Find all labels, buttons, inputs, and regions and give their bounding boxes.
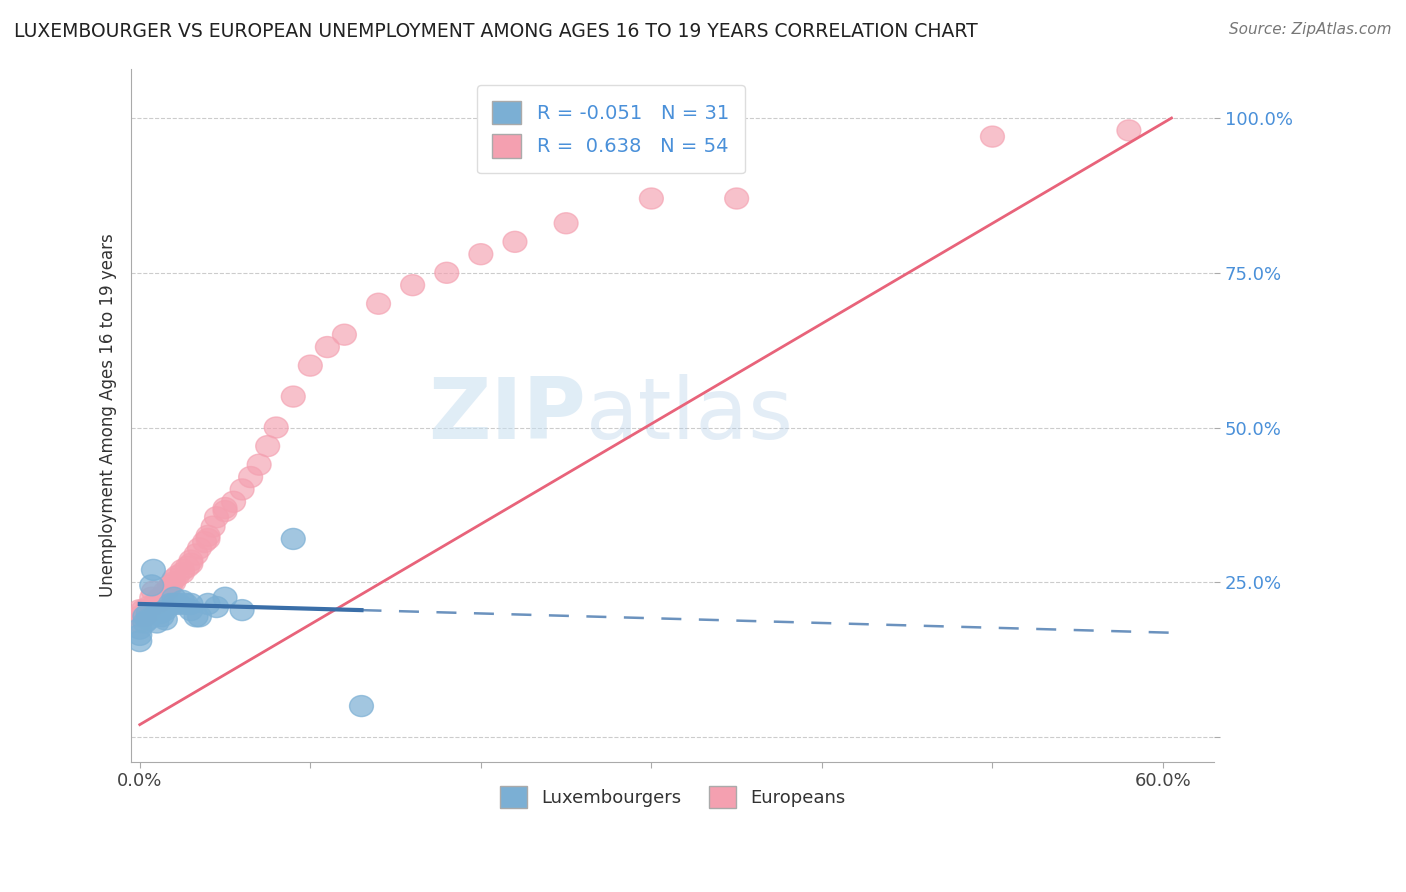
Ellipse shape <box>162 587 186 608</box>
Ellipse shape <box>179 553 202 574</box>
Ellipse shape <box>150 591 174 611</box>
Ellipse shape <box>174 593 198 615</box>
Ellipse shape <box>179 550 202 571</box>
Ellipse shape <box>145 603 169 624</box>
Ellipse shape <box>231 479 254 500</box>
Ellipse shape <box>401 275 425 295</box>
Text: LUXEMBOURGER VS EUROPEAN UNEMPLOYMENT AMONG AGES 16 TO 19 YEARS CORRELATION CHAR: LUXEMBOURGER VS EUROPEAN UNEMPLOYMENT AM… <box>14 22 977 41</box>
Ellipse shape <box>145 591 169 611</box>
Ellipse shape <box>128 606 152 627</box>
Y-axis label: Unemployment Among Ages 16 to 19 years: Unemployment Among Ages 16 to 19 years <box>100 234 117 597</box>
Ellipse shape <box>128 599 152 621</box>
Ellipse shape <box>162 569 186 590</box>
Ellipse shape <box>256 435 280 457</box>
Ellipse shape <box>214 587 238 608</box>
Ellipse shape <box>148 603 172 624</box>
Ellipse shape <box>195 528 219 549</box>
Ellipse shape <box>179 599 202 621</box>
Ellipse shape <box>170 563 194 583</box>
Ellipse shape <box>214 498 238 518</box>
Ellipse shape <box>239 467 263 488</box>
Ellipse shape <box>187 538 211 558</box>
Ellipse shape <box>315 336 339 358</box>
Ellipse shape <box>136 597 160 617</box>
Ellipse shape <box>470 244 492 265</box>
Ellipse shape <box>153 581 177 602</box>
Ellipse shape <box>157 578 181 599</box>
Ellipse shape <box>150 606 174 627</box>
Ellipse shape <box>170 559 194 581</box>
Ellipse shape <box>201 516 225 537</box>
Ellipse shape <box>247 454 271 475</box>
Ellipse shape <box>184 544 208 565</box>
Ellipse shape <box>153 609 177 630</box>
Ellipse shape <box>142 581 166 602</box>
Ellipse shape <box>134 612 157 633</box>
Ellipse shape <box>148 587 172 608</box>
Ellipse shape <box>187 606 211 627</box>
Ellipse shape <box>195 593 219 615</box>
Text: Source: ZipAtlas.com: Source: ZipAtlas.com <box>1229 22 1392 37</box>
Text: atlas: atlas <box>586 374 794 457</box>
Ellipse shape <box>367 293 391 314</box>
Ellipse shape <box>128 612 152 633</box>
Ellipse shape <box>980 126 1004 147</box>
Ellipse shape <box>128 631 152 651</box>
Ellipse shape <box>214 500 238 522</box>
Ellipse shape <box>281 386 305 407</box>
Ellipse shape <box>205 597 228 617</box>
Ellipse shape <box>139 587 163 608</box>
Ellipse shape <box>159 593 183 615</box>
Ellipse shape <box>128 618 152 640</box>
Ellipse shape <box>434 262 458 284</box>
Ellipse shape <box>162 572 186 593</box>
Ellipse shape <box>162 593 186 615</box>
Legend: Luxembourgers, Europeans: Luxembourgers, Europeans <box>492 779 852 815</box>
Ellipse shape <box>222 491 246 512</box>
Ellipse shape <box>134 606 157 627</box>
Ellipse shape <box>298 355 322 376</box>
Ellipse shape <box>142 559 166 581</box>
Ellipse shape <box>131 599 155 621</box>
Ellipse shape <box>139 574 163 596</box>
Ellipse shape <box>1116 120 1140 141</box>
Text: ZIP: ZIP <box>429 374 586 457</box>
Ellipse shape <box>184 606 208 627</box>
Ellipse shape <box>166 566 190 587</box>
Ellipse shape <box>179 593 202 615</box>
Ellipse shape <box>136 603 160 624</box>
Ellipse shape <box>153 587 177 608</box>
Ellipse shape <box>193 532 217 552</box>
Ellipse shape <box>205 507 228 528</box>
Ellipse shape <box>170 591 194 611</box>
Ellipse shape <box>145 612 169 633</box>
Ellipse shape <box>134 606 157 627</box>
Ellipse shape <box>332 324 356 345</box>
Ellipse shape <box>724 188 748 209</box>
Ellipse shape <box>231 599 254 621</box>
Ellipse shape <box>554 212 578 234</box>
Ellipse shape <box>264 417 288 438</box>
Ellipse shape <box>350 696 374 716</box>
Ellipse shape <box>167 593 191 615</box>
Ellipse shape <box>176 557 200 577</box>
Ellipse shape <box>503 231 527 252</box>
Ellipse shape <box>640 188 664 209</box>
Ellipse shape <box>153 599 177 621</box>
Ellipse shape <box>195 525 219 547</box>
Ellipse shape <box>145 593 169 615</box>
Ellipse shape <box>136 603 160 624</box>
Ellipse shape <box>281 528 305 549</box>
Ellipse shape <box>159 574 183 596</box>
Ellipse shape <box>136 609 160 630</box>
Ellipse shape <box>128 624 152 646</box>
